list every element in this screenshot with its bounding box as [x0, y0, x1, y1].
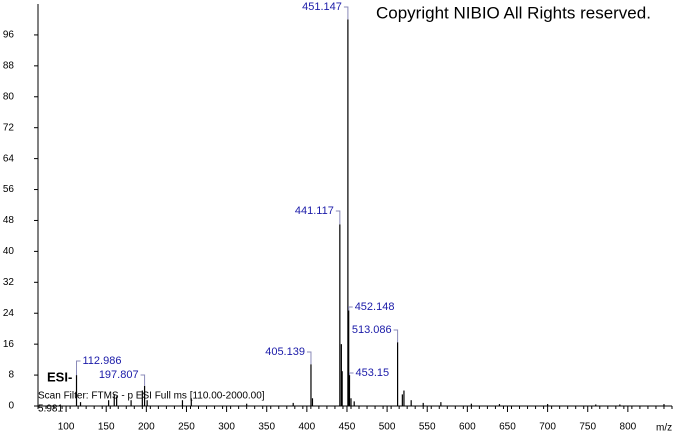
y-tick-label: 72: [3, 122, 15, 133]
label-connector: [393, 329, 399, 343]
y-tick-label: 64: [3, 153, 15, 164]
y-tick-label: 32: [3, 277, 15, 288]
x-axis-label: m/z: [656, 423, 672, 434]
peak-label: 451.147: [302, 1, 342, 13]
x-tick-label: 200: [138, 422, 155, 433]
x-tick-label: 400: [299, 422, 316, 433]
copyright: Copyright NIBIO All Rights reserved.: [376, 3, 651, 22]
x-tick-label: 800: [620, 422, 637, 433]
x-tick-label: 150: [98, 422, 115, 433]
x-tick-label: 600: [459, 422, 476, 433]
peak-label: 112.986: [83, 355, 122, 367]
x-tick-label: 700: [539, 422, 556, 433]
label-connector: [140, 374, 146, 386]
y-tick-label: 24: [3, 308, 15, 319]
label-connector: [343, 6, 349, 20]
x-tick-label: 500: [379, 422, 396, 433]
peak-label: 197.807: [99, 369, 139, 381]
ionization: ESI-: [47, 369, 72, 384]
peak-label: 441.117: [295, 205, 334, 217]
scan-filter: Scan Filter: FTMS - p ESI Full ms [110.0…: [38, 391, 265, 402]
label-connector: [306, 351, 312, 365]
x-tick-label: 350: [258, 422, 275, 433]
peak-label: 513.086: [352, 324, 392, 336]
x-tick-label: 450: [339, 422, 356, 433]
peak-label: 453.15: [356, 367, 390, 379]
x-tick-label: 250: [178, 422, 195, 433]
x-tick-label: 300: [218, 422, 235, 433]
y-tick-label: 96: [3, 30, 15, 41]
label-connector: [348, 306, 353, 311]
label-connector: [76, 360, 81, 376]
peak-label: 452.148: [355, 301, 395, 313]
y-tick-label: 8: [8, 370, 14, 381]
y-tick-label: 16: [3, 339, 15, 350]
y-tick-label: 48: [3, 215, 15, 226]
x-tick-label: 750: [579, 422, 596, 433]
x-tick-label: 550: [419, 422, 436, 433]
x-tick-label: 650: [499, 422, 516, 433]
x-tick-label: 100: [58, 422, 75, 433]
label-connector: [349, 372, 354, 376]
y-tick-label: 88: [3, 60, 15, 71]
peak-label: 405.139: [265, 346, 305, 358]
y-tick-label: 40: [3, 246, 15, 257]
y-tick-label: 0: [8, 401, 14, 412]
label-connector: [335, 210, 341, 225]
y-tick-label: 80: [3, 91, 15, 102]
scan-number: 5.981: [38, 404, 63, 415]
y-tick-label: 56: [3, 184, 15, 195]
